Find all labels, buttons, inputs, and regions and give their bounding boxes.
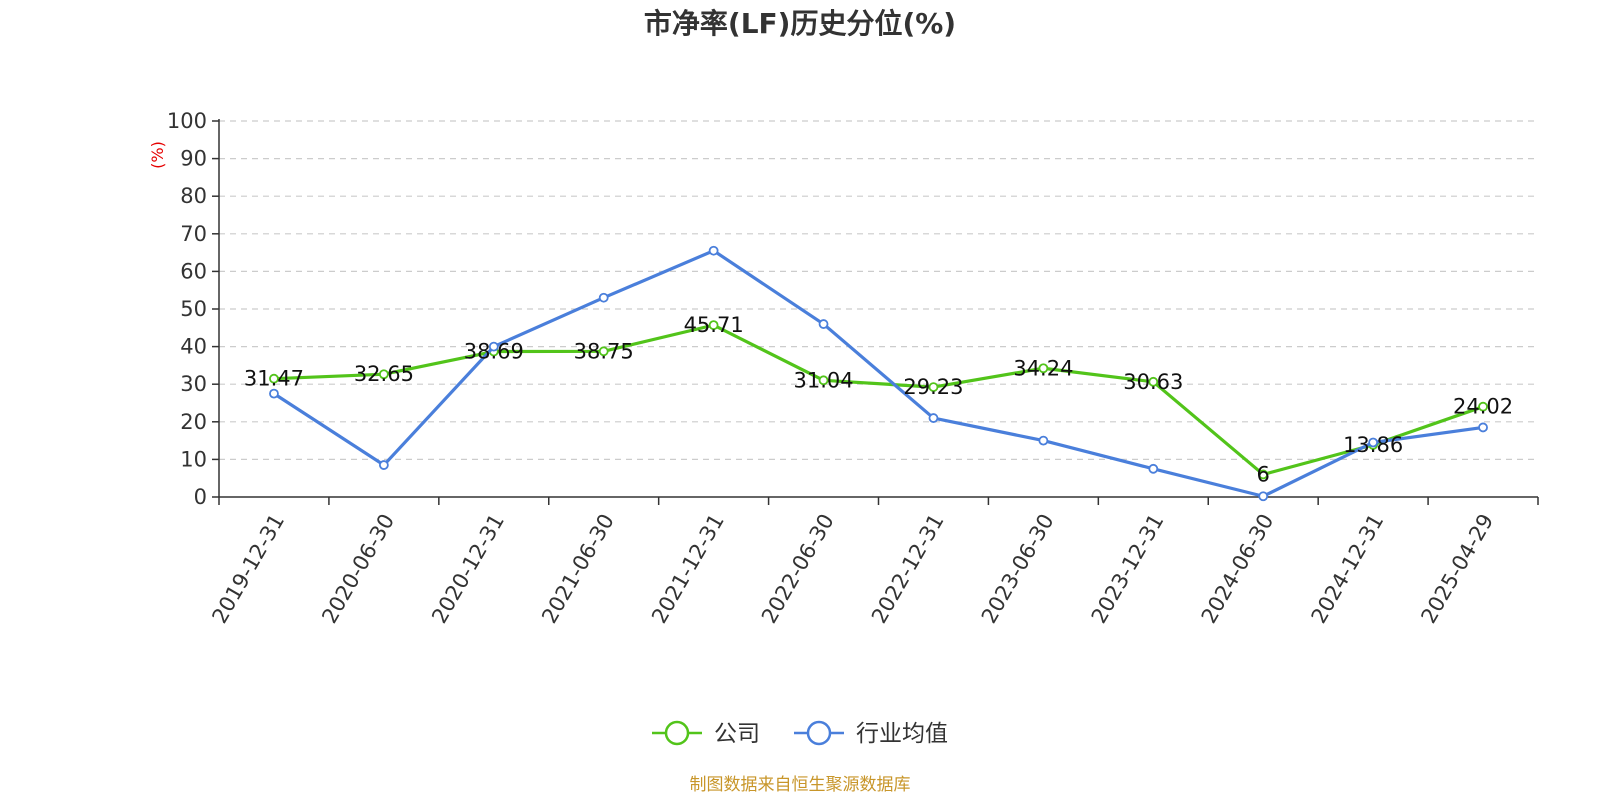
y-tick-label: 90 — [180, 147, 207, 171]
data-point-1 — [378, 460, 389, 470]
data-label: 13.86 — [1343, 433, 1403, 457]
grid-lines — [219, 120, 1538, 460]
data-point-1 — [1368, 437, 1379, 448]
x-tick-label: 2023-12-31 — [1087, 510, 1169, 628]
legend-item[interactable]: 公司 — [652, 720, 760, 747]
chart-title: 市净率(LF)历史分位(%) — [644, 7, 956, 40]
data-label: 24.02 — [1453, 395, 1513, 419]
legend-item[interactable]: 行业均值 — [794, 720, 948, 747]
data-label: 30.63 — [1123, 370, 1183, 394]
legend[interactable]: 公司 行业均值 — [652, 720, 948, 747]
x-tick-label: 2024-06-30 — [1197, 510, 1279, 628]
x-tick-label: 2020-06-30 — [317, 510, 399, 628]
data-label: 45.71 — [684, 313, 744, 337]
series-line-0 — [273, 323, 1484, 477]
data-point-1 — [928, 413, 939, 423]
data-point-0 — [928, 382, 939, 392]
y-axis-unit-label: (%) — [148, 141, 167, 169]
data-point-0 — [269, 373, 279, 384]
data-point-0 — [1148, 376, 1159, 387]
x-tick-label: 2021-06-30 — [537, 510, 619, 628]
x-tick-label: 2022-12-31 — [867, 510, 949, 628]
x-tick-label: 2023-06-30 — [977, 510, 1059, 628]
x-tick-label: 2020-12-31 — [427, 510, 509, 628]
legend-label: 公司 — [714, 721, 760, 747]
data-point-1 — [1038, 435, 1049, 446]
data-point-1 — [488, 341, 499, 352]
data-point-1 — [1478, 422, 1488, 433]
legend-label: 行业均值 — [856, 721, 948, 747]
data-point-0 — [378, 369, 389, 380]
data-point-0 — [1478, 401, 1488, 412]
data-label: 6 — [1257, 462, 1270, 486]
data-point-0 — [1258, 469, 1269, 480]
x-tick-label: 2022-06-30 — [757, 510, 839, 628]
data-label: 29.23 — [903, 375, 963, 399]
data-label: 32.65 — [354, 362, 414, 386]
data-point-0 — [598, 346, 609, 357]
x-tick-label: 2021-12-31 — [647, 510, 729, 628]
data-label: 31.04 — [793, 368, 853, 392]
data-labels: 31.47 32.65 38.69 38.75 45.71 31.04 29.23 34.24… — [244, 313, 1513, 486]
x-tick-label: 2025-04-29 — [1416, 510, 1498, 628]
data-label: 34.24 — [1013, 356, 1073, 380]
data-point-0 — [708, 320, 719, 331]
x-tick-label: 2019-12-31 — [207, 510, 289, 628]
y-tick-label: 40 — [180, 335, 207, 359]
y-tick-label: 10 — [180, 447, 207, 471]
y-tick-label: 0 — [194, 485, 207, 509]
y-tick-label: 30 — [180, 372, 207, 396]
data-point-0 — [1038, 363, 1049, 374]
y-tick-label: 70 — [180, 222, 207, 246]
legend-marker-icon — [806, 720, 832, 746]
y-tick-label: 60 — [180, 259, 207, 283]
data-point-1 — [708, 245, 719, 256]
series-line-1 — [273, 249, 1484, 498]
x-tick-label: 2024-12-31 — [1307, 510, 1389, 628]
y-tick-label: 80 — [180, 184, 207, 208]
data-point-1 — [598, 292, 609, 303]
y-tick-label: 20 — [180, 410, 207, 434]
data-point-1 — [1258, 491, 1269, 502]
data-label: 31.47 — [244, 367, 304, 391]
data-point-1 — [818, 319, 829, 329]
series-lines — [269, 245, 1488, 502]
data-point-0 — [818, 375, 829, 386]
data-label: 38.75 — [574, 339, 634, 363]
legend-marker-icon — [664, 720, 690, 746]
data-source-note: 制图数据来自恒生聚源数据库 — [690, 775, 911, 795]
data-point-1 — [269, 388, 279, 399]
data-label: 38.69 — [464, 340, 524, 364]
data-point-1 — [1148, 463, 1159, 474]
y-tick-label: 100 — [167, 109, 207, 133]
y-tick-label: 50 — [180, 297, 207, 321]
